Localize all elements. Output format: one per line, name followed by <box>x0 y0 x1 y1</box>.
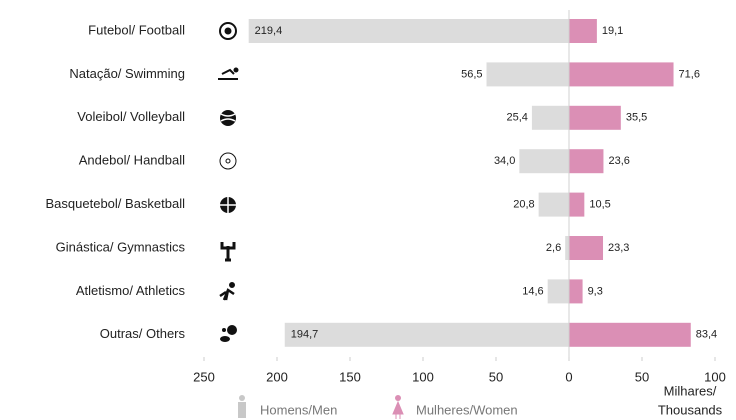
axis-title: Thousands <box>658 402 723 417</box>
bar <box>569 236 604 260</box>
legend-label: Homens/Men <box>260 402 337 417</box>
x-tick-label: 100 <box>704 369 726 384</box>
category-label: Outras/ Others <box>100 326 186 341</box>
x-tick-label: 50 <box>635 369 649 384</box>
bar <box>569 322 691 347</box>
value-label: 10,5 <box>589 199 610 211</box>
x-tick-label: 50 <box>489 369 503 384</box>
bar <box>547 279 569 304</box>
bar <box>531 105 569 130</box>
value-label: 35,5 <box>626 112 647 124</box>
bar <box>486 62 569 87</box>
category-label: Basquetebol/ Basketball <box>46 196 186 211</box>
sport-icons <box>218 22 239 342</box>
value-label: 34,0 <box>494 155 515 167</box>
bar <box>569 19 597 43</box>
value-label: 71,6 <box>679 68 700 80</box>
bar <box>284 322 569 347</box>
x-tick-label: 100 <box>412 369 434 384</box>
category-label: Atletismo/ Athletics <box>76 283 186 298</box>
legend-label: Mulheres/Women <box>416 402 518 417</box>
x-tick-label: 0 <box>565 369 572 384</box>
value-label: 9,3 <box>588 285 603 297</box>
value-label: 56,5 <box>461 68 482 80</box>
axis-title: Milhares/ <box>664 383 717 398</box>
category-label: Natação/ Swimming <box>69 66 185 81</box>
legend-icons <box>238 395 404 419</box>
value-label: 83,4 <box>696 329 717 341</box>
value-label: 14,6 <box>522 285 543 297</box>
value-label: 23,3 <box>608 242 629 254</box>
value-label: 20,8 <box>513 199 534 211</box>
value-label: 219,4 <box>255 25 283 37</box>
category-label: Ginástica/ Gymnastics <box>56 239 186 254</box>
bar <box>248 19 569 43</box>
bar <box>519 149 569 174</box>
x-tick-label: 150 <box>339 369 361 384</box>
value-label: 23,6 <box>608 155 629 167</box>
bar <box>538 192 569 217</box>
value-label: 25,4 <box>506 112 527 124</box>
value-label: 2,6 <box>546 242 561 254</box>
value-label: 19,1 <box>602 25 623 37</box>
category-label: Andebol/ Handball <box>79 153 185 168</box>
bar <box>565 236 569 260</box>
bar <box>569 192 585 217</box>
bar <box>569 149 604 174</box>
bar <box>569 62 674 87</box>
x-tick-label: 250 <box>193 369 215 384</box>
value-label: 194,7 <box>291 329 319 341</box>
category-label: Voleibol/ Volleyball <box>77 109 185 124</box>
bar <box>569 105 621 130</box>
bar <box>569 279 583 304</box>
category-label: Futebol/ Football <box>88 22 185 37</box>
x-tick-label: 200 <box>266 369 288 384</box>
